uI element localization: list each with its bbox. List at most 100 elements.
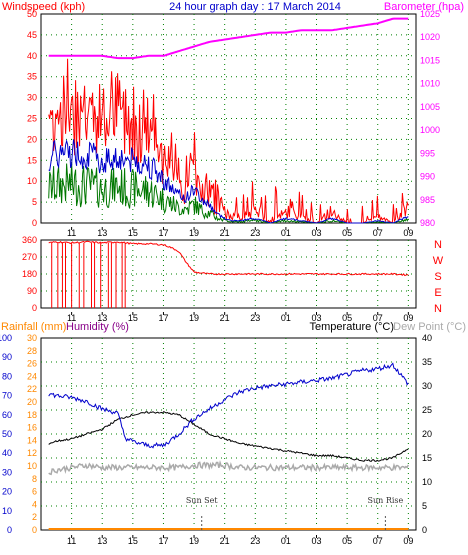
temperature-title: Temperature (°C): [310, 321, 394, 333]
dir-ytick-label: 360: [22, 235, 37, 245]
wind-xlabel: 17: [158, 228, 168, 238]
temp-ytick-label: 5: [422, 501, 427, 511]
temp-xlabel: 21: [220, 536, 230, 546]
dewpoint-line: [48, 459, 409, 476]
rain-ytick-label: 22: [27, 384, 37, 394]
humidity-ytick-label: 0: [7, 525, 12, 535]
dir-xlabel: 09: [403, 313, 413, 323]
rain-ytick-label: 0: [32, 525, 37, 535]
wind-ytick-label: 30: [27, 93, 37, 103]
rain-ytick-label: 14: [27, 435, 37, 445]
dewpoint-title: Dew Point (°C): [393, 321, 466, 333]
barometer-ytick-label: 985: [420, 195, 435, 205]
rain-ytick-label: 12: [27, 448, 37, 458]
temp-ytick-label: 0: [422, 525, 427, 535]
barometer-line: [48, 17, 409, 60]
wind-direction-line: [48, 240, 409, 277]
wind-xlabel: 23: [250, 228, 260, 238]
dir-xlabel: 23: [250, 313, 260, 323]
temp-ytick-label: 10: [422, 477, 432, 487]
rain-ytick-label: 26: [27, 359, 37, 369]
barometer-ytick-label: 980: [420, 218, 435, 228]
wind-ytick-label: 25: [27, 114, 37, 124]
barometer-ytick-label: 1015: [420, 55, 440, 65]
dir-compass-label: E: [434, 287, 441, 299]
dir-xlabel: 01: [281, 313, 291, 323]
temp-xlabel: 01: [281, 536, 291, 546]
barometer-title: Barometer (hpa): [384, 1, 464, 13]
wind-ytick-label: 35: [27, 72, 37, 82]
wind-ytick-label: 40: [27, 51, 37, 61]
wind-gust-line: [48, 58, 409, 224]
temp-xlabel: 05: [342, 536, 352, 546]
temp-ytick-label: 40: [422, 333, 432, 343]
temp-ytick-label: 25: [422, 405, 432, 415]
humidity-ytick-label: 40: [2, 448, 12, 458]
temp-xlabel: 15: [128, 536, 138, 546]
dir-xlabel: 11: [67, 313, 76, 323]
rain-ytick-label: 24: [27, 371, 37, 381]
barometer-ytick-label: 1020: [420, 32, 440, 42]
wind-xlabel: 21: [220, 228, 230, 238]
rain-ytick-label: 18: [27, 410, 37, 420]
humidity-ytick-label: 100: [0, 333, 12, 343]
wind-xlabel: 03: [312, 228, 322, 238]
humidity-ytick-label: 10: [2, 506, 12, 516]
wind-xlabel: 07: [373, 228, 383, 238]
rain-ytick-label: 10: [27, 461, 37, 471]
barometer-ytick-label: 995: [420, 148, 435, 158]
humidity-line: [48, 362, 409, 449]
dir-xlabel: 17: [158, 313, 168, 323]
rain-ytick-label: 16: [27, 423, 37, 433]
barometer-ytick-label: 1005: [420, 102, 440, 112]
rain-ytick-label: 30: [27, 333, 37, 343]
dir-xlabel: 13: [97, 313, 107, 323]
rain-ytick-label: 28: [27, 346, 37, 356]
temp-ytick-label: 35: [422, 357, 432, 367]
wind-xlabel: 19: [189, 228, 199, 238]
dir-compass-label: S: [434, 271, 441, 283]
wind-xlabel: 01: [281, 228, 291, 238]
humidity-title: Humidity (%): [66, 321, 129, 333]
wind-avg-line: [48, 139, 409, 224]
barometer-ytick-label: 990: [420, 172, 435, 182]
dir-xlabel: 19: [189, 313, 199, 323]
wind-ytick-label: 45: [27, 30, 37, 40]
wind-ytick-label: 20: [27, 134, 37, 144]
dir-xlabel: 21: [220, 313, 230, 323]
humidity-ytick-label: 30: [2, 467, 12, 477]
humidity-ytick-label: 60: [2, 410, 12, 420]
dir-ytick-label: 270: [22, 252, 37, 262]
barometer-ytick-label: 1025: [420, 9, 440, 19]
rain-ytick-label: 6: [32, 487, 37, 497]
temp-xlabel: 11: [67, 536, 76, 546]
sunrise-label: Sun Rise: [368, 496, 404, 505]
rain-ytick-label: 4: [32, 499, 37, 509]
humidity-ytick-label: 80: [2, 371, 12, 381]
wind-xlabel: 09: [403, 228, 413, 238]
sunset-label: Sun Set: [186, 496, 219, 505]
wind-xlabel: 15: [128, 228, 138, 238]
temp-ytick-label: 20: [422, 429, 432, 439]
temp-xlabel: 19: [189, 536, 199, 546]
dir-ytick-label: 180: [22, 269, 37, 279]
temp-xlabel: 07: [373, 536, 383, 546]
temp-xlabel: 13: [97, 536, 107, 546]
wind-ytick-label: 50: [27, 9, 37, 19]
dir-xlabel: 15: [128, 313, 138, 323]
dir-xlabel: 05: [342, 313, 352, 323]
wind-xlabel: 13: [97, 228, 107, 238]
dir-xlabel: 07: [373, 313, 383, 323]
windspeed-title: Windspeed (kph): [2, 1, 85, 13]
barometer-ytick-label: 1010: [420, 79, 440, 89]
humidity-ytick-label: 50: [2, 429, 12, 439]
humidity-ytick-label: 70: [2, 391, 12, 401]
temp-ytick-label: 30: [422, 381, 432, 391]
wind-xlabel: 11: [67, 228, 76, 238]
dir-ytick-label: 90: [27, 286, 37, 296]
temp-ytick-label: 15: [422, 453, 432, 463]
temp-xlabel: 17: [158, 536, 168, 546]
rainfall-title: Rainfall (mm): [1, 321, 66, 333]
dir-xlabel: 03: [312, 313, 322, 323]
